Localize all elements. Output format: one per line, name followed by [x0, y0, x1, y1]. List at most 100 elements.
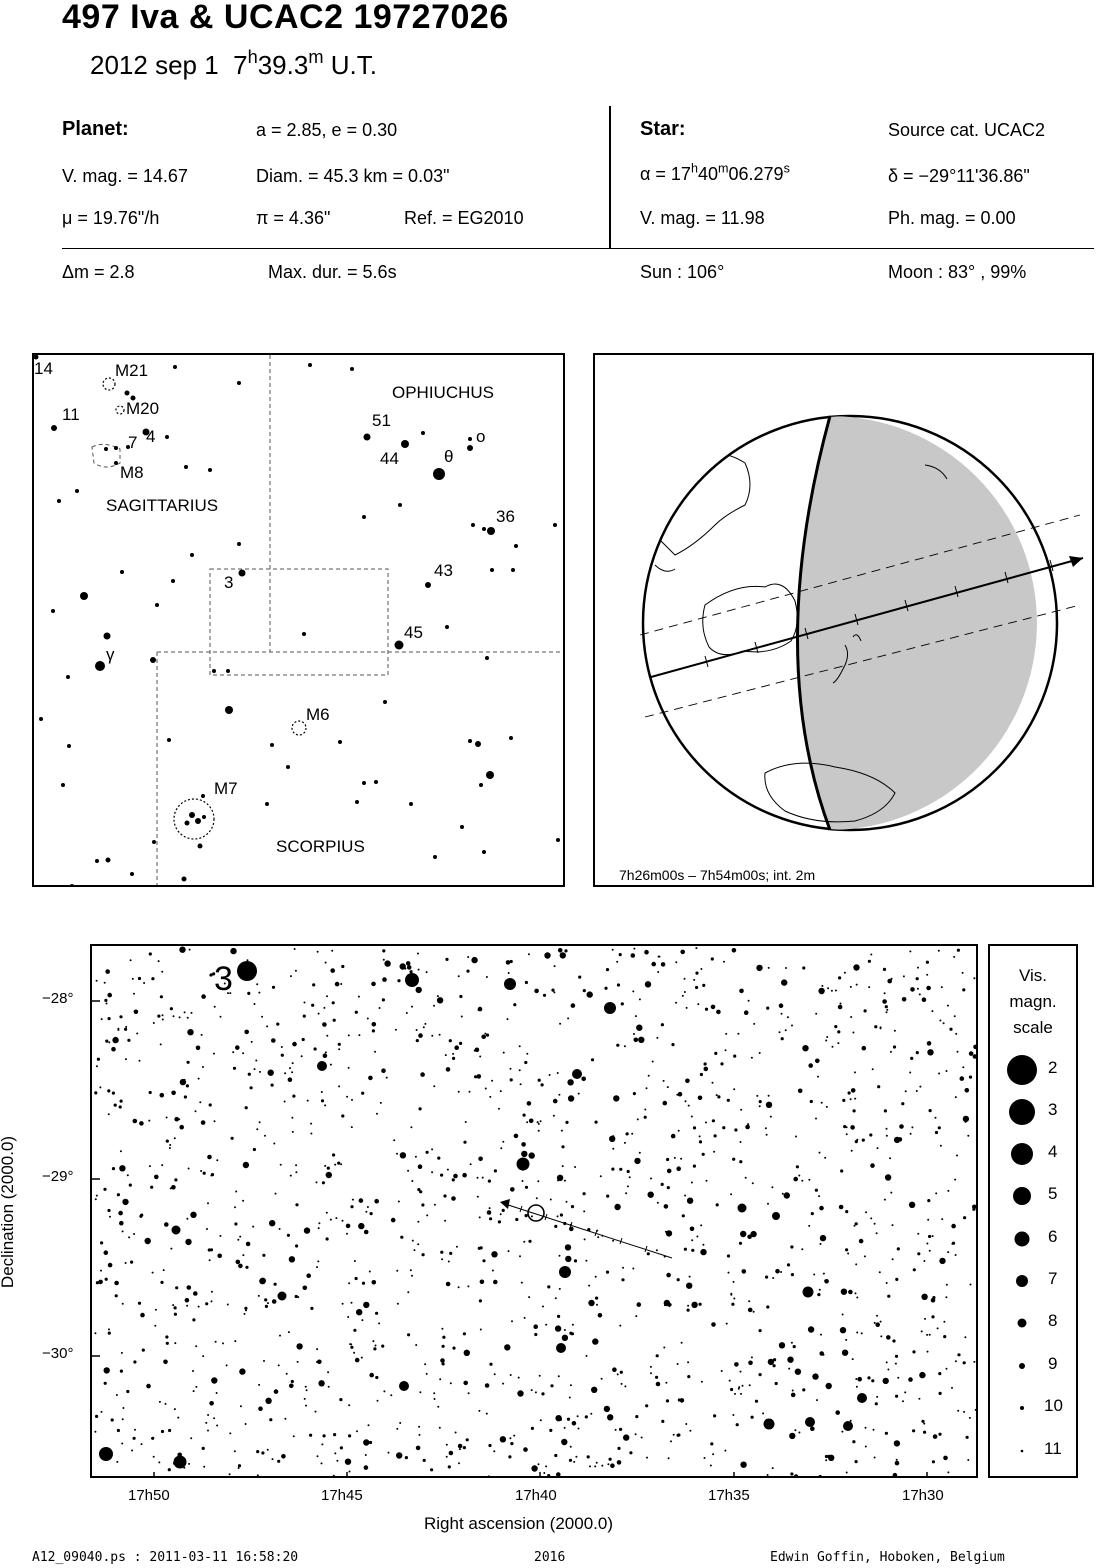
field-star: [919, 1085, 922, 1088]
field-star: [769, 1115, 772, 1118]
field-star: [438, 1033, 441, 1036]
field-star: [560, 1129, 563, 1132]
star-field: [92, 946, 976, 1478]
field-star: [471, 956, 478, 964]
field-star: [592, 1338, 599, 1345]
field-star: [384, 960, 391, 967]
field-star: [851, 1358, 854, 1361]
field-star: [802, 1388, 806, 1392]
field-star: [451, 1196, 456, 1201]
field-star: [347, 1316, 350, 1318]
field-star: [531, 1465, 538, 1472]
field-star: [885, 1361, 888, 1364]
ra-sec-unit: s: [783, 161, 790, 176]
field-star: [569, 1445, 572, 1448]
field-star: [730, 1193, 733, 1196]
field-star: [267, 1302, 269, 1305]
field-star: [815, 1117, 817, 1120]
field-star: [951, 1241, 956, 1245]
field-star: [397, 1200, 400, 1203]
field-star: [124, 1058, 127, 1061]
field-star: [559, 1022, 562, 1025]
field-star: [917, 966, 919, 969]
field-star: [801, 1179, 804, 1182]
field-star: [368, 1075, 373, 1081]
planet-motion: μ = 19.76"/h: [62, 208, 160, 228]
field-star: [212, 972, 216, 976]
field-star: [873, 1222, 876, 1225]
field-star: [103, 1381, 107, 1385]
field-star: [107, 1113, 110, 1116]
field-star: [638, 1036, 645, 1043]
field-star: [545, 1323, 548, 1326]
field-star: [854, 1222, 858, 1226]
field-star: [928, 1234, 932, 1239]
field-star: [302, 1285, 308, 1291]
field-star: [375, 1375, 379, 1380]
field-star: [753, 1022, 756, 1025]
field-star: [765, 1101, 773, 1108]
field-star: [325, 1171, 332, 1179]
field-star: [364, 1454, 367, 1456]
field-star: [165, 1139, 169, 1143]
field-star: [626, 1169, 630, 1174]
field-star: [636, 1024, 643, 1031]
field-star: [942, 1022, 945, 1025]
field-star: [632, 1267, 635, 1270]
field-star: [517, 1390, 524, 1397]
field-star: [208, 1103, 212, 1107]
field-star: [711, 1081, 714, 1084]
moon-info: Moon : 83° , 99%: [888, 262, 1027, 282]
field-star: [633, 1037, 639, 1043]
field-star: [369, 1440, 373, 1445]
field-star: [462, 1332, 466, 1336]
field-star: [870, 1217, 873, 1220]
field-star: [164, 1222, 169, 1227]
field-star: [210, 1300, 213, 1303]
field-star: [638, 998, 641, 1001]
field-star: [850, 1125, 855, 1130]
field-star: [314, 1410, 317, 1413]
field-star: [133, 992, 135, 995]
field-star: [818, 1474, 822, 1476]
field-star: [462, 1172, 467, 1178]
field-star: [173, 1137, 176, 1140]
field-star: [578, 975, 582, 979]
field-star: [778, 1342, 786, 1349]
field-star: [284, 1417, 287, 1420]
field-star: [340, 1163, 343, 1166]
field-star: [117, 1027, 120, 1030]
field-star: [100, 1018, 103, 1021]
field-star: [908, 1201, 916, 1208]
field-star: [686, 1197, 694, 1204]
field-star: [140, 1443, 143, 1446]
field-star: [519, 1255, 521, 1258]
field-star: [337, 1042, 341, 1046]
field-star: [655, 1375, 659, 1379]
field-star: [794, 1429, 797, 1432]
field-star: [462, 1446, 466, 1450]
field-star: [594, 1120, 598, 1124]
field-star: [174, 1116, 179, 1122]
field-star: [741, 1269, 747, 1274]
field-star: [378, 1322, 381, 1325]
field-star: [281, 1454, 286, 1459]
field-star: [119, 1099, 123, 1103]
field-star: [452, 1346, 456, 1350]
field-star: [125, 1025, 128, 1028]
field-star: [869, 1477, 871, 1478]
field-star: [850, 1088, 856, 1093]
planet-vmag: V. mag. = 14.67: [62, 166, 188, 186]
ra-tick-label: 17h40: [515, 1487, 557, 1504]
field-star: [378, 1007, 381, 1009]
field-star: [644, 981, 652, 988]
field-star: [790, 1245, 794, 1249]
field-star: [165, 1341, 169, 1345]
field-star: [651, 1060, 654, 1063]
field-star: [111, 1091, 115, 1095]
field-star: [294, 969, 297, 972]
field-star: [283, 1100, 286, 1103]
field-star: [107, 1331, 111, 1335]
field-star: [973, 977, 976, 980]
field-star: [947, 1471, 950, 1474]
